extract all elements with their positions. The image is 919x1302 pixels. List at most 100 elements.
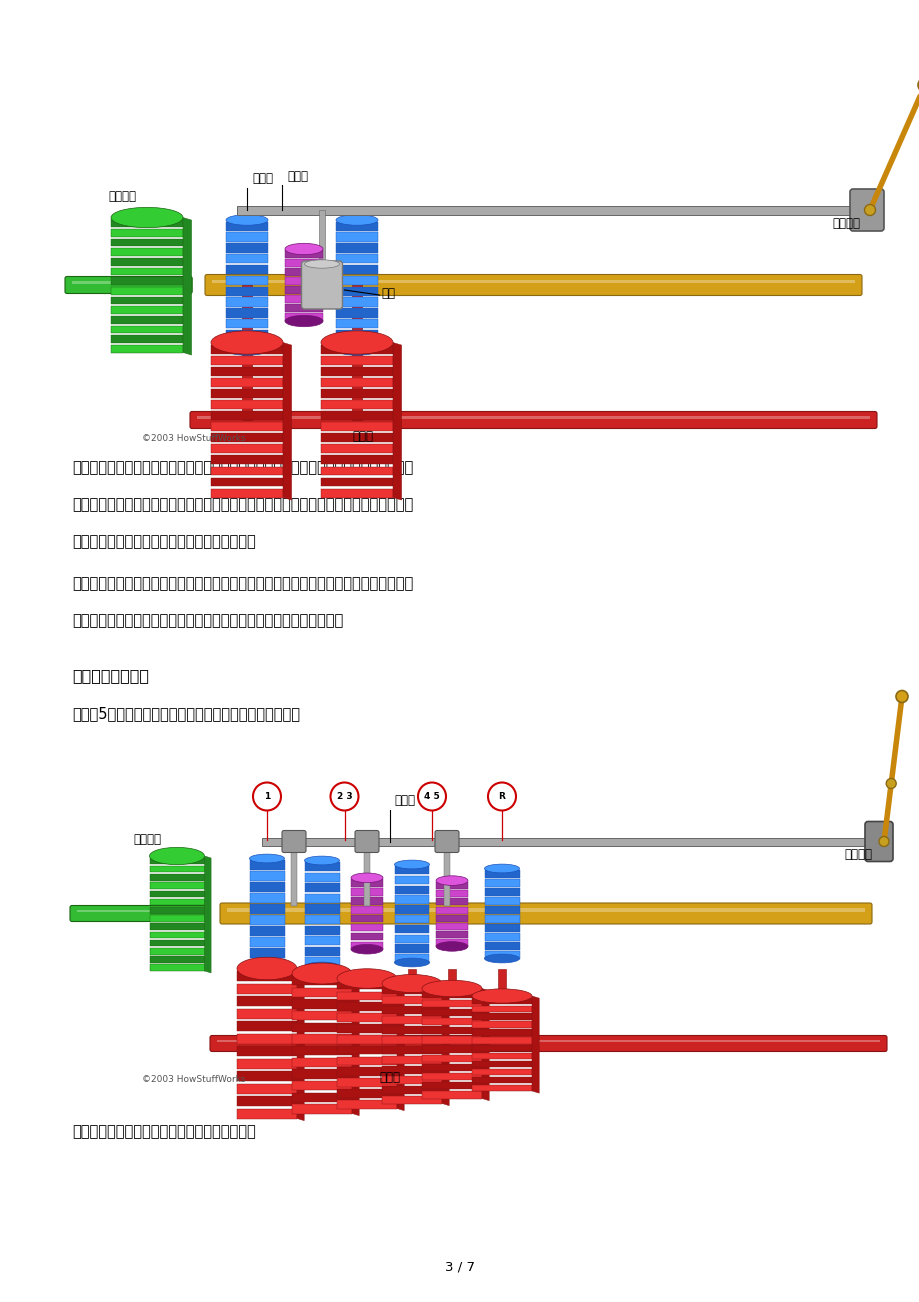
Bar	[150, 956, 204, 962]
Bar	[335, 276, 378, 285]
Bar	[351, 888, 382, 896]
Text: 至发动机: 至发动机	[108, 190, 136, 203]
Bar	[484, 906, 519, 914]
Bar	[291, 1034, 352, 1043]
Bar	[304, 883, 339, 892]
Bar	[484, 870, 519, 878]
FancyBboxPatch shape	[864, 822, 892, 862]
Bar	[291, 1069, 352, 1078]
Bar	[381, 1075, 441, 1083]
Text: ©2003 HowStuffWorks: ©2003 HowStuffWorks	[142, 434, 245, 443]
Ellipse shape	[150, 848, 204, 865]
Bar	[321, 488, 392, 497]
Circle shape	[864, 204, 875, 216]
Bar	[471, 1030, 531, 1035]
Bar	[381, 1056, 441, 1064]
Bar	[394, 885, 429, 894]
Polygon shape	[392, 342, 402, 500]
Text: 由转动，速度是由中间轴上的齿轮和齿轮（蓝色）间的变速比决定的。: 由转动，速度是由中间轴上的齿轮和齿轮（蓝色）间的变速比决定的。	[72, 613, 343, 628]
Bar	[249, 893, 284, 902]
Ellipse shape	[351, 874, 382, 883]
Bar	[210, 389, 283, 398]
Bar	[336, 1078, 397, 1087]
Ellipse shape	[304, 260, 339, 268]
Bar	[422, 1073, 482, 1081]
Bar	[291, 1104, 352, 1113]
Bar	[226, 341, 267, 350]
Bar	[237, 1059, 297, 1069]
Text: 没有和套筒噜合，所以它不对花键轴产生影响。: 没有和套筒噜合，所以它不对花键轴产生影响。	[72, 534, 255, 549]
FancyBboxPatch shape	[210, 1035, 886, 1052]
Bar	[285, 277, 323, 285]
Bar	[336, 1100, 397, 1108]
Ellipse shape	[484, 954, 519, 963]
Polygon shape	[283, 342, 291, 500]
Bar	[471, 1038, 531, 1043]
Bar	[111, 306, 183, 314]
Bar	[351, 923, 382, 931]
Bar	[436, 931, 468, 939]
Bar	[422, 991, 482, 997]
Bar	[210, 488, 283, 497]
Bar	[262, 837, 884, 845]
Ellipse shape	[484, 865, 519, 872]
Bar	[394, 954, 429, 962]
Text: 换挡叉: 换挡叉	[252, 172, 273, 185]
FancyBboxPatch shape	[435, 831, 459, 853]
Bar	[471, 1061, 531, 1068]
Ellipse shape	[335, 345, 378, 355]
FancyBboxPatch shape	[849, 189, 883, 230]
Bar	[381, 1005, 441, 1013]
Ellipse shape	[336, 969, 397, 988]
Bar	[321, 345, 392, 354]
Bar	[422, 1009, 482, 1016]
Bar	[150, 965, 204, 971]
Bar	[318, 969, 325, 974]
Bar	[436, 923, 468, 930]
Bar	[249, 948, 284, 957]
FancyBboxPatch shape	[355, 831, 379, 853]
Bar	[381, 1016, 441, 1023]
Bar	[210, 434, 283, 443]
Bar	[237, 996, 297, 1006]
Polygon shape	[482, 988, 489, 1100]
Bar	[210, 400, 283, 409]
Bar	[211, 280, 854, 284]
Bar	[422, 1036, 482, 1043]
Ellipse shape	[285, 243, 323, 255]
Bar	[304, 957, 339, 966]
Bar	[471, 1085, 531, 1091]
Polygon shape	[352, 974, 358, 1116]
Bar	[321, 466, 392, 475]
Circle shape	[417, 783, 446, 811]
Bar	[237, 206, 879, 215]
Bar	[111, 258, 183, 266]
Bar	[291, 975, 352, 986]
Bar	[319, 210, 324, 264]
Bar	[150, 915, 204, 922]
Bar	[351, 897, 382, 905]
Bar	[335, 341, 378, 350]
Bar	[336, 1056, 397, 1065]
Bar	[471, 997, 531, 1004]
Bar	[111, 220, 183, 227]
Bar	[210, 456, 283, 465]
Bar	[484, 950, 519, 958]
Bar	[210, 355, 283, 365]
Bar	[237, 1083, 297, 1094]
Ellipse shape	[351, 944, 382, 954]
Bar	[351, 879, 382, 887]
Bar	[210, 444, 283, 453]
Bar	[226, 329, 267, 339]
Bar	[150, 883, 204, 889]
Bar	[394, 935, 429, 943]
Bar	[335, 329, 378, 339]
Text: 和花键轴相连，传递能量至驱动轴上。在这同时，左边的齿轮（蓝色）也在旋转，但由于: 和花键轴相连，传递能量至驱动轴上。在这同时，左边的齿轮（蓝色）也在旋转，但由于	[72, 497, 413, 512]
Ellipse shape	[381, 974, 441, 992]
Bar	[471, 1005, 531, 1012]
Bar	[291, 1092, 352, 1101]
Ellipse shape	[321, 331, 392, 354]
Text: 1: 1	[264, 792, 270, 801]
Bar	[210, 367, 283, 376]
Bar	[111, 277, 183, 285]
